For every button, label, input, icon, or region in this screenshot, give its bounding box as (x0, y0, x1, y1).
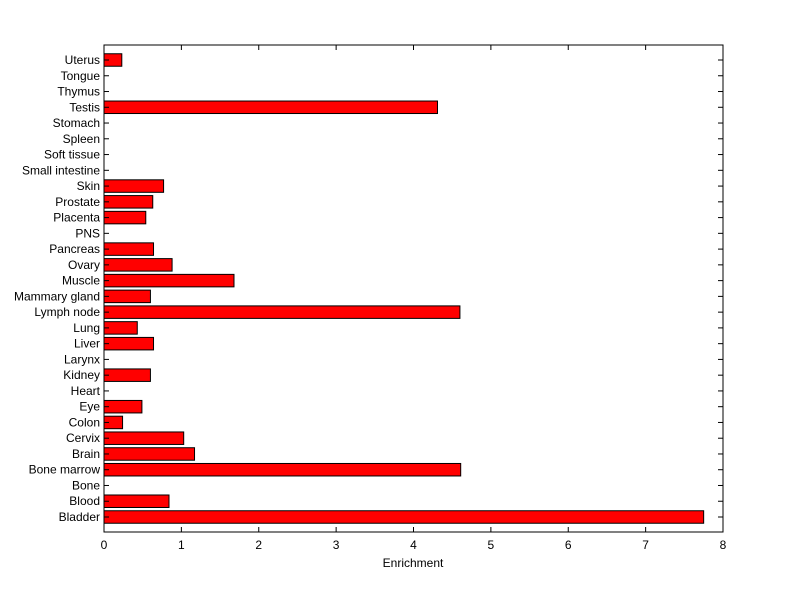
bar-testis (103, 100, 438, 115)
y-tick-label-eye: Eye (79, 400, 100, 414)
x-tick-label-0: 0 (101, 538, 108, 552)
bar-muscle (103, 273, 235, 288)
x-tick-label-5: 5 (488, 538, 495, 552)
bar-blood (103, 494, 170, 508)
x-tick-label-2: 2 (255, 538, 262, 552)
x-tick-label-7: 7 (642, 538, 649, 552)
y-tick-label-skin: Skin (77, 179, 100, 193)
bar-pancreas (103, 242, 155, 256)
x-tick-label-4: 4 (410, 538, 417, 552)
y-tick-label-heart: Heart (71, 384, 101, 398)
y-tick-label-uterus: Uterus (65, 53, 100, 67)
bar-brain (103, 447, 196, 461)
y-tick-label-liver: Liver (74, 337, 100, 351)
x-tick-label-1: 1 (178, 538, 185, 552)
y-tick-label-placenta: Placenta (53, 211, 100, 225)
y-tick-label-larynx: Larynx (64, 352, 100, 366)
x-tick-label-3: 3 (333, 538, 340, 552)
bar-mammary-gland (103, 289, 151, 304)
bar-skin (103, 179, 165, 193)
y-tick-label-bone: Bone (72, 478, 100, 492)
x-axis-title: Enrichment (383, 556, 444, 570)
y-tick-label-brain: Brain (72, 447, 100, 461)
y-tick-label-soft-tissue: Soft tissue (44, 148, 100, 162)
plot-area (103, 44, 724, 533)
x-tick-label-6: 6 (565, 538, 572, 552)
x-tick-label-8: 8 (720, 538, 727, 552)
bar-ovary (103, 258, 173, 272)
y-tick-label-lung: Lung (73, 321, 100, 335)
bar-eye (103, 399, 143, 414)
bar-bone-marrow (103, 462, 462, 477)
y-tick-label-kidney: Kidney (63, 368, 100, 382)
y-tick-label-tongue: Tongue (61, 69, 101, 83)
y-tick-label-thymus: Thymus (57, 85, 100, 99)
y-tick-label-muscle: Muscle (62, 274, 100, 288)
bar-kidney (103, 368, 151, 382)
bar-liver (103, 336, 155, 351)
y-tick-label-pns: PNS (75, 226, 100, 240)
y-tick-label-bladder: Bladder (59, 510, 100, 524)
bar-placenta (103, 210, 147, 225)
bar-prostate (103, 195, 154, 209)
y-tick-label-stomach: Stomach (53, 116, 100, 130)
y-tick-label-small-intestine: Small intestine (22, 163, 100, 177)
y-tick-label-colon: Colon (69, 415, 100, 429)
y-tick-label-lymph-node: Lymph node (34, 305, 100, 319)
y-tick-label-ovary: Ovary (68, 258, 100, 272)
bar-cervix (103, 431, 185, 445)
bar-lymph-node (103, 305, 461, 319)
y-tick-label-mammary-gland: Mammary gland (14, 289, 100, 303)
y-tick-label-spleen: Spleen (63, 132, 100, 146)
y-tick-label-bone-marrow: Bone marrow (29, 463, 101, 477)
y-tick-label-blood: Blood (69, 494, 100, 508)
y-tick-label-prostate: Prostate (55, 195, 100, 209)
bar-bladder (103, 510, 705, 524)
y-tick-label-cervix: Cervix (66, 431, 100, 445)
x-axis: 0 1 2 3 4 5 6 7 8 (101, 45, 727, 552)
y-tick-label-pancreas: Pancreas (49, 242, 100, 256)
y-tick-label-testis: Testis (69, 100, 100, 114)
